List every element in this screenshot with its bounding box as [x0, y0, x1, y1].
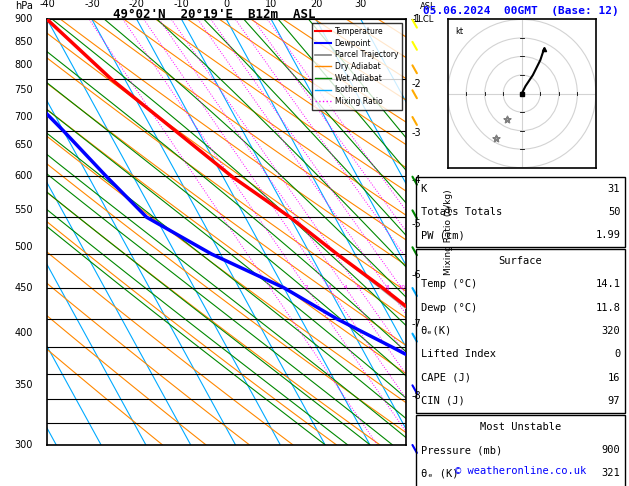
Text: 400: 400	[14, 329, 33, 338]
Text: Most Unstable: Most Unstable	[480, 422, 561, 432]
Text: Mixing Ratio (g/kg): Mixing Ratio (g/kg)	[444, 189, 454, 275]
Text: θₑ(K): θₑ(K)	[421, 326, 452, 336]
Text: CIN (J): CIN (J)	[421, 396, 464, 406]
Text: -5: -5	[411, 219, 421, 229]
Text: -6: -6	[411, 270, 421, 280]
Text: 600: 600	[14, 172, 33, 181]
Text: 750: 750	[14, 85, 33, 95]
Text: 10: 10	[398, 285, 405, 290]
Bar	[416, 177, 625, 247]
Text: Surface: Surface	[499, 256, 542, 266]
Text: km
ASL: km ASL	[420, 0, 436, 11]
Text: θₑ (K): θₑ (K)	[421, 469, 458, 478]
Text: 450: 450	[14, 283, 33, 293]
Text: 5: 5	[357, 285, 360, 290]
Text: 0: 0	[614, 349, 620, 359]
Text: -1: -1	[411, 15, 421, 24]
Text: 1.99: 1.99	[595, 230, 620, 240]
Text: 650: 650	[14, 140, 33, 150]
Text: Dewp (°C): Dewp (°C)	[421, 303, 477, 312]
Text: 49°02'N  20°19'E  B12m  ASL: 49°02'N 20°19'E B12m ASL	[113, 8, 315, 21]
Text: -10: -10	[174, 0, 189, 9]
Text: -3: -3	[411, 127, 421, 138]
Text: 14.1: 14.1	[595, 279, 620, 289]
Text: PW (cm): PW (cm)	[421, 230, 464, 240]
Text: -7: -7	[411, 319, 421, 329]
Text: 97: 97	[608, 396, 620, 406]
Text: 350: 350	[14, 380, 33, 390]
Text: 1: 1	[269, 285, 272, 290]
Text: 900: 900	[601, 445, 620, 455]
Text: 550: 550	[14, 205, 33, 215]
Text: -8: -8	[411, 391, 421, 401]
Text: 800: 800	[14, 60, 33, 70]
Text: -30: -30	[84, 0, 100, 9]
Legend: Temperature, Dewpoint, Parcel Trajectory, Dry Adiabat, Wet Adiabat, Isotherm, Mi: Temperature, Dewpoint, Parcel Trajectory…	[311, 23, 402, 110]
Text: -1LCL: -1LCL	[411, 15, 435, 24]
Text: 3: 3	[327, 285, 331, 290]
Text: Temp (°C): Temp (°C)	[421, 279, 477, 289]
Text: -4: -4	[411, 174, 421, 185]
Text: 8: 8	[386, 285, 389, 290]
Text: 500: 500	[14, 242, 33, 252]
Text: CAPE (J): CAPE (J)	[421, 373, 470, 382]
Text: 700: 700	[14, 112, 33, 122]
Text: 20: 20	[310, 0, 322, 9]
Text: Totals Totals: Totals Totals	[421, 207, 502, 217]
Text: 10: 10	[265, 0, 277, 9]
Bar	[416, 249, 625, 413]
Text: 2: 2	[304, 285, 308, 290]
Text: 05.06.2024  00GMT  (Base: 12): 05.06.2024 00GMT (Base: 12)	[423, 6, 618, 17]
Text: Lifted Index: Lifted Index	[421, 349, 496, 359]
Text: 50: 50	[608, 207, 620, 217]
Text: 0: 0	[223, 0, 230, 9]
Text: -40: -40	[39, 0, 55, 9]
Text: kt: kt	[455, 27, 463, 36]
Text: 321: 321	[601, 469, 620, 478]
Text: Pressure (mb): Pressure (mb)	[421, 445, 502, 455]
Text: hPa: hPa	[15, 1, 33, 11]
Text: -2: -2	[411, 79, 421, 89]
Text: 4: 4	[343, 285, 347, 290]
Text: 16: 16	[608, 373, 620, 382]
Bar	[416, 415, 625, 486]
Text: © weatheronline.co.uk: © weatheronline.co.uk	[455, 466, 586, 476]
Text: 30: 30	[355, 0, 367, 9]
Text: 31: 31	[608, 184, 620, 193]
Text: 900: 900	[14, 15, 33, 24]
Text: K: K	[421, 184, 427, 193]
Text: 850: 850	[14, 36, 33, 47]
Text: -20: -20	[129, 0, 145, 9]
Text: 11.8: 11.8	[595, 303, 620, 312]
Text: 300: 300	[14, 440, 33, 450]
Text: 320: 320	[601, 326, 620, 336]
